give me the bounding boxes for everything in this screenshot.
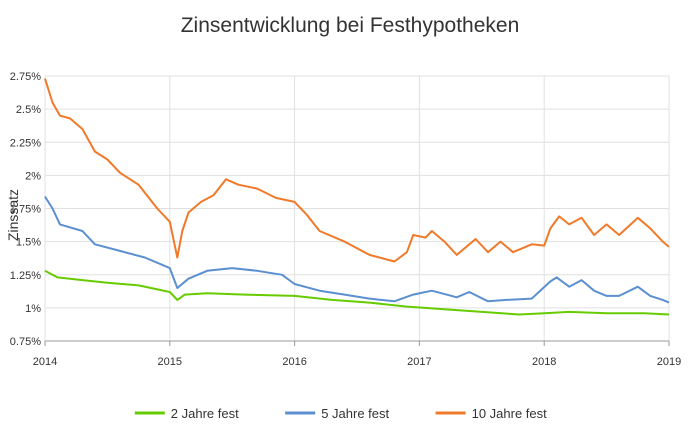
y-axis-label: Zinssatz	[5, 189, 21, 241]
axes: 0.75% 1% 1.25% 1.5% 1.75% 2% 2.25% 2.5% 2.75% 201…	[10, 71, 681, 368]
chart-title: Zinsentwicklung bei Festhypotheken	[180, 14, 520, 37]
y-tick-label: 2.75%	[10, 71, 41, 83]
x-tick-label: 2019	[657, 356, 681, 368]
series-line-5-jahre-fest	[44, 196, 670, 304]
legend-label: 10 Jahre fest	[472, 406, 548, 421]
x-tick-label: 2015	[158, 356, 182, 368]
y-tick-label: 1%	[25, 303, 41, 315]
x-tick-label: 2017	[407, 356, 431, 368]
series-line-10-jahre-fest	[44, 78, 670, 263]
y-tick-label: 2%	[25, 170, 41, 182]
legend-label: 5 Jahre fest	[321, 406, 389, 421]
y-tick-label: 2.25%	[10, 137, 41, 149]
y-tick-label: 1.25%	[10, 270, 41, 282]
series-line-2-jahre-fest	[44, 269, 670, 316]
y-tick-label: 0.75%	[10, 336, 41, 348]
x-tick-label: 2014	[33, 356, 57, 368]
legend: 2 Jahre fest 5 Jahre fest 10 Jahre fest	[134, 406, 548, 421]
x-tick-label: 2016	[282, 356, 306, 368]
legend-label: 2 Jahre fest	[171, 406, 239, 421]
x-tick-label: 2018	[532, 356, 556, 368]
y-tick-label: 1.5%	[16, 237, 41, 249]
y-tick-label: 2.5%	[16, 104, 41, 116]
y-tick-label: 1.75%	[10, 204, 41, 216]
series-lines	[44, 78, 670, 316]
